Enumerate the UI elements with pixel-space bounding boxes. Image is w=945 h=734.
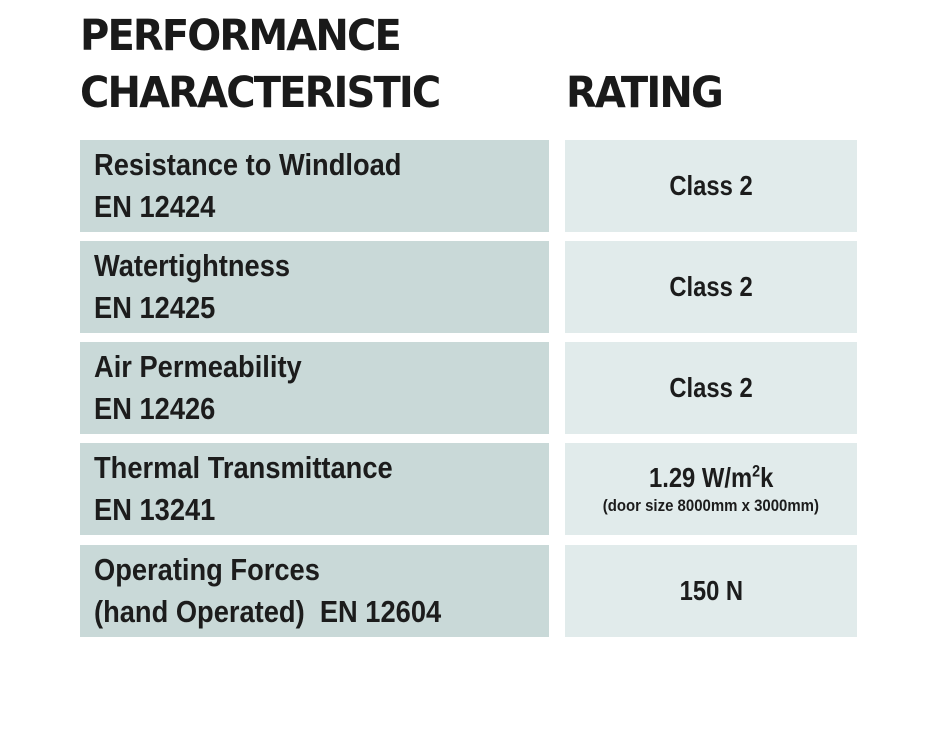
rating-value: 150 N — [679, 575, 743, 606]
row-operating-forces-characteristic: Operating Forces (hand Operated) EN 1260… — [80, 545, 549, 637]
characteristic-standard: EN 13241 — [94, 492, 216, 527]
row-windload-characteristic: Resistance to Windload EN 12424 — [80, 140, 549, 232]
row-air-permeability-rating: Class 2 — [565, 342, 857, 434]
characteristic-name: Thermal Transmittance — [94, 450, 393, 485]
rating-value-exponent: 2 — [751, 461, 760, 481]
characteristic-standard: EN 12425 — [94, 290, 216, 325]
characteristic-header: PERFORMANCE CHARACTERISTIC — [80, 8, 441, 122]
row-air-permeability-characteristic: Air Permeability EN 12426 — [80, 342, 549, 434]
characteristic-standard: (hand Operated) EN 12604 — [94, 594, 442, 629]
rating-header: RATING — [566, 68, 724, 118]
rating-value-main: 1.29 W/m — [648, 462, 752, 493]
characteristic-name: Resistance to Windload — [94, 147, 402, 182]
characteristic-header-line1: PERFORMANCE — [80, 11, 402, 61]
row-windload-rating: Class 2 — [565, 140, 857, 232]
rating-value-tail: k — [759, 462, 774, 493]
row-thermal-transmittance-characteristic: Thermal Transmittance EN 13241 — [80, 443, 549, 535]
characteristic-standard: EN 12424 — [94, 189, 216, 224]
row-watertightness-rating: Class 2 — [565, 241, 857, 333]
row-operating-forces-rating: 150 N — [565, 545, 857, 637]
rating-note: (door size 8000mm x 3000mm) — [602, 496, 820, 515]
rating-value: Class 2 — [669, 372, 753, 403]
characteristic-standard: EN 12426 — [94, 391, 216, 426]
row-watertightness-characteristic: Watertightness EN 12425 — [80, 241, 549, 333]
characteristic-name: Air Permeability — [94, 349, 302, 384]
rating-value: 1.29 W/m2k — [649, 461, 773, 495]
row-thermal-transmittance-rating: 1.29 W/m2k (door size 8000mm x 3000mm) — [565, 443, 857, 535]
rating-value: Class 2 — [669, 271, 753, 302]
characteristic-name: Operating Forces — [94, 552, 320, 587]
rating-value: Class 2 — [669, 170, 753, 201]
characteristic-header-line2: CHARACTERISTIC — [80, 68, 441, 118]
characteristic-name: Watertightness — [94, 248, 291, 283]
